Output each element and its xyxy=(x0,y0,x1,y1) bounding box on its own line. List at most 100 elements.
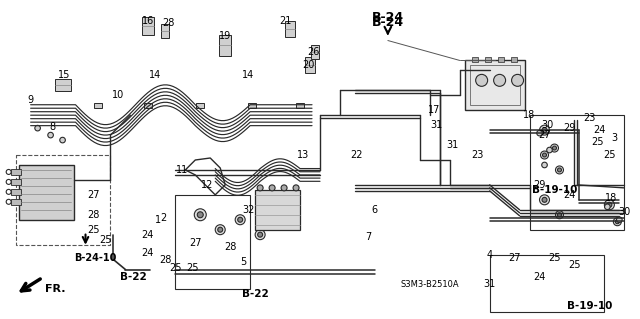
Circle shape xyxy=(6,199,11,204)
Bar xyxy=(15,155,111,245)
Text: 28: 28 xyxy=(162,18,175,28)
Text: 29: 29 xyxy=(533,180,546,190)
Circle shape xyxy=(552,146,557,150)
Bar xyxy=(142,17,154,34)
Text: 25: 25 xyxy=(591,137,604,147)
Bar xyxy=(248,103,256,108)
Text: 26: 26 xyxy=(307,48,319,57)
Bar xyxy=(161,24,170,38)
Bar xyxy=(11,179,20,185)
Bar xyxy=(465,60,525,110)
Circle shape xyxy=(556,166,563,174)
Text: 24: 24 xyxy=(593,125,605,135)
Circle shape xyxy=(542,197,547,202)
Text: 27: 27 xyxy=(87,190,100,200)
Text: 24: 24 xyxy=(563,190,575,200)
Circle shape xyxy=(540,125,550,135)
Text: 27: 27 xyxy=(189,238,202,248)
Text: 24: 24 xyxy=(533,272,546,283)
Text: 20: 20 xyxy=(302,60,314,70)
Text: 23: 23 xyxy=(583,113,596,123)
Text: B-19-10: B-19-10 xyxy=(532,185,577,195)
Text: 2: 2 xyxy=(160,213,166,223)
Circle shape xyxy=(197,212,204,218)
Text: 25: 25 xyxy=(169,263,182,272)
Text: 14: 14 xyxy=(242,70,254,80)
Circle shape xyxy=(258,232,262,237)
Text: 28: 28 xyxy=(224,241,236,252)
Text: 24: 24 xyxy=(141,230,154,240)
Text: 25: 25 xyxy=(568,260,580,270)
Text: 1: 1 xyxy=(156,215,161,225)
Circle shape xyxy=(237,217,243,222)
Text: 8: 8 xyxy=(49,122,56,132)
Text: 25: 25 xyxy=(603,150,616,160)
Text: 4: 4 xyxy=(486,249,493,260)
Text: 23: 23 xyxy=(472,150,484,160)
Text: 29: 29 xyxy=(563,123,575,133)
Text: 14: 14 xyxy=(149,70,161,80)
Text: 24: 24 xyxy=(141,248,154,258)
Bar xyxy=(484,57,491,63)
Circle shape xyxy=(541,162,547,168)
Bar xyxy=(529,115,625,230)
Bar xyxy=(11,199,20,205)
Circle shape xyxy=(218,227,223,232)
Text: 15: 15 xyxy=(58,70,71,80)
Bar xyxy=(145,103,152,108)
Circle shape xyxy=(293,185,299,191)
Circle shape xyxy=(605,204,610,210)
Text: B-22: B-22 xyxy=(120,272,147,283)
Bar xyxy=(498,57,504,63)
Text: FR.: FR. xyxy=(45,285,66,294)
Circle shape xyxy=(274,214,286,226)
Text: 25: 25 xyxy=(99,235,112,245)
Text: 25: 25 xyxy=(87,225,100,235)
Bar xyxy=(470,65,520,105)
Text: 16: 16 xyxy=(142,16,154,26)
Text: 30: 30 xyxy=(541,120,554,130)
Text: 27: 27 xyxy=(508,253,521,263)
Text: 22: 22 xyxy=(351,150,363,160)
Circle shape xyxy=(543,153,547,157)
Text: 13: 13 xyxy=(297,150,309,160)
Bar xyxy=(490,255,604,312)
Text: 19: 19 xyxy=(219,31,231,41)
Bar xyxy=(19,165,74,220)
Circle shape xyxy=(6,179,11,184)
Text: 9: 9 xyxy=(28,95,34,105)
Bar xyxy=(472,57,477,63)
Bar xyxy=(296,103,304,108)
Circle shape xyxy=(195,209,206,221)
Circle shape xyxy=(550,144,559,152)
Bar xyxy=(255,190,300,230)
Text: 17: 17 xyxy=(428,105,440,115)
Circle shape xyxy=(607,202,612,207)
Text: 31: 31 xyxy=(483,279,496,289)
Text: 11: 11 xyxy=(176,165,188,175)
Text: 25: 25 xyxy=(186,263,198,272)
Circle shape xyxy=(547,147,552,153)
Bar xyxy=(95,103,102,108)
Bar xyxy=(11,189,20,195)
Text: 18: 18 xyxy=(605,193,618,203)
Circle shape xyxy=(540,195,550,205)
Text: 25: 25 xyxy=(548,253,561,263)
Text: 28: 28 xyxy=(87,210,100,220)
Circle shape xyxy=(255,230,265,240)
Circle shape xyxy=(537,130,542,136)
Text: 12: 12 xyxy=(201,180,213,190)
Bar xyxy=(305,57,315,73)
Text: 32: 32 xyxy=(242,205,254,215)
Circle shape xyxy=(557,213,561,217)
Text: B-19-10: B-19-10 xyxy=(567,301,612,311)
Text: 21: 21 xyxy=(279,16,291,26)
Bar xyxy=(175,195,250,289)
Circle shape xyxy=(269,185,275,191)
Text: 6: 6 xyxy=(372,205,378,215)
Bar xyxy=(196,103,204,108)
Circle shape xyxy=(557,168,561,172)
Text: 28: 28 xyxy=(159,255,172,264)
Circle shape xyxy=(48,132,53,138)
Bar xyxy=(220,34,231,56)
